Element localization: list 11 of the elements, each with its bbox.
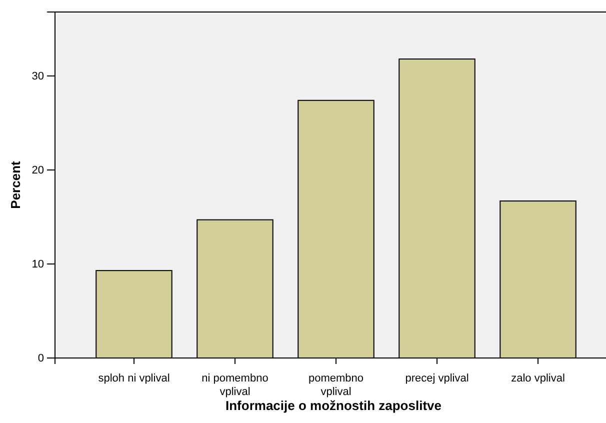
y-tick-label: 20 bbox=[32, 164, 44, 176]
y-axis-title: Percent bbox=[8, 160, 23, 209]
x-tick-label: ni pomembno vplival bbox=[202, 372, 268, 398]
x-tick-label: sploh ni vplival bbox=[98, 372, 170, 384]
x-axis-title: Informacije o možnostih zaposlitve bbox=[226, 398, 442, 413]
y-tick-label: 0 bbox=[38, 352, 44, 365]
x-tick-label: precej vplival bbox=[405, 372, 469, 384]
y-tick-label: 10 bbox=[32, 258, 44, 270]
x-tick-label: zalo vplival bbox=[511, 372, 565, 384]
x-tick-label: pomembno vplival bbox=[308, 372, 364, 398]
y-tick-label: 30 bbox=[32, 70, 44, 82]
